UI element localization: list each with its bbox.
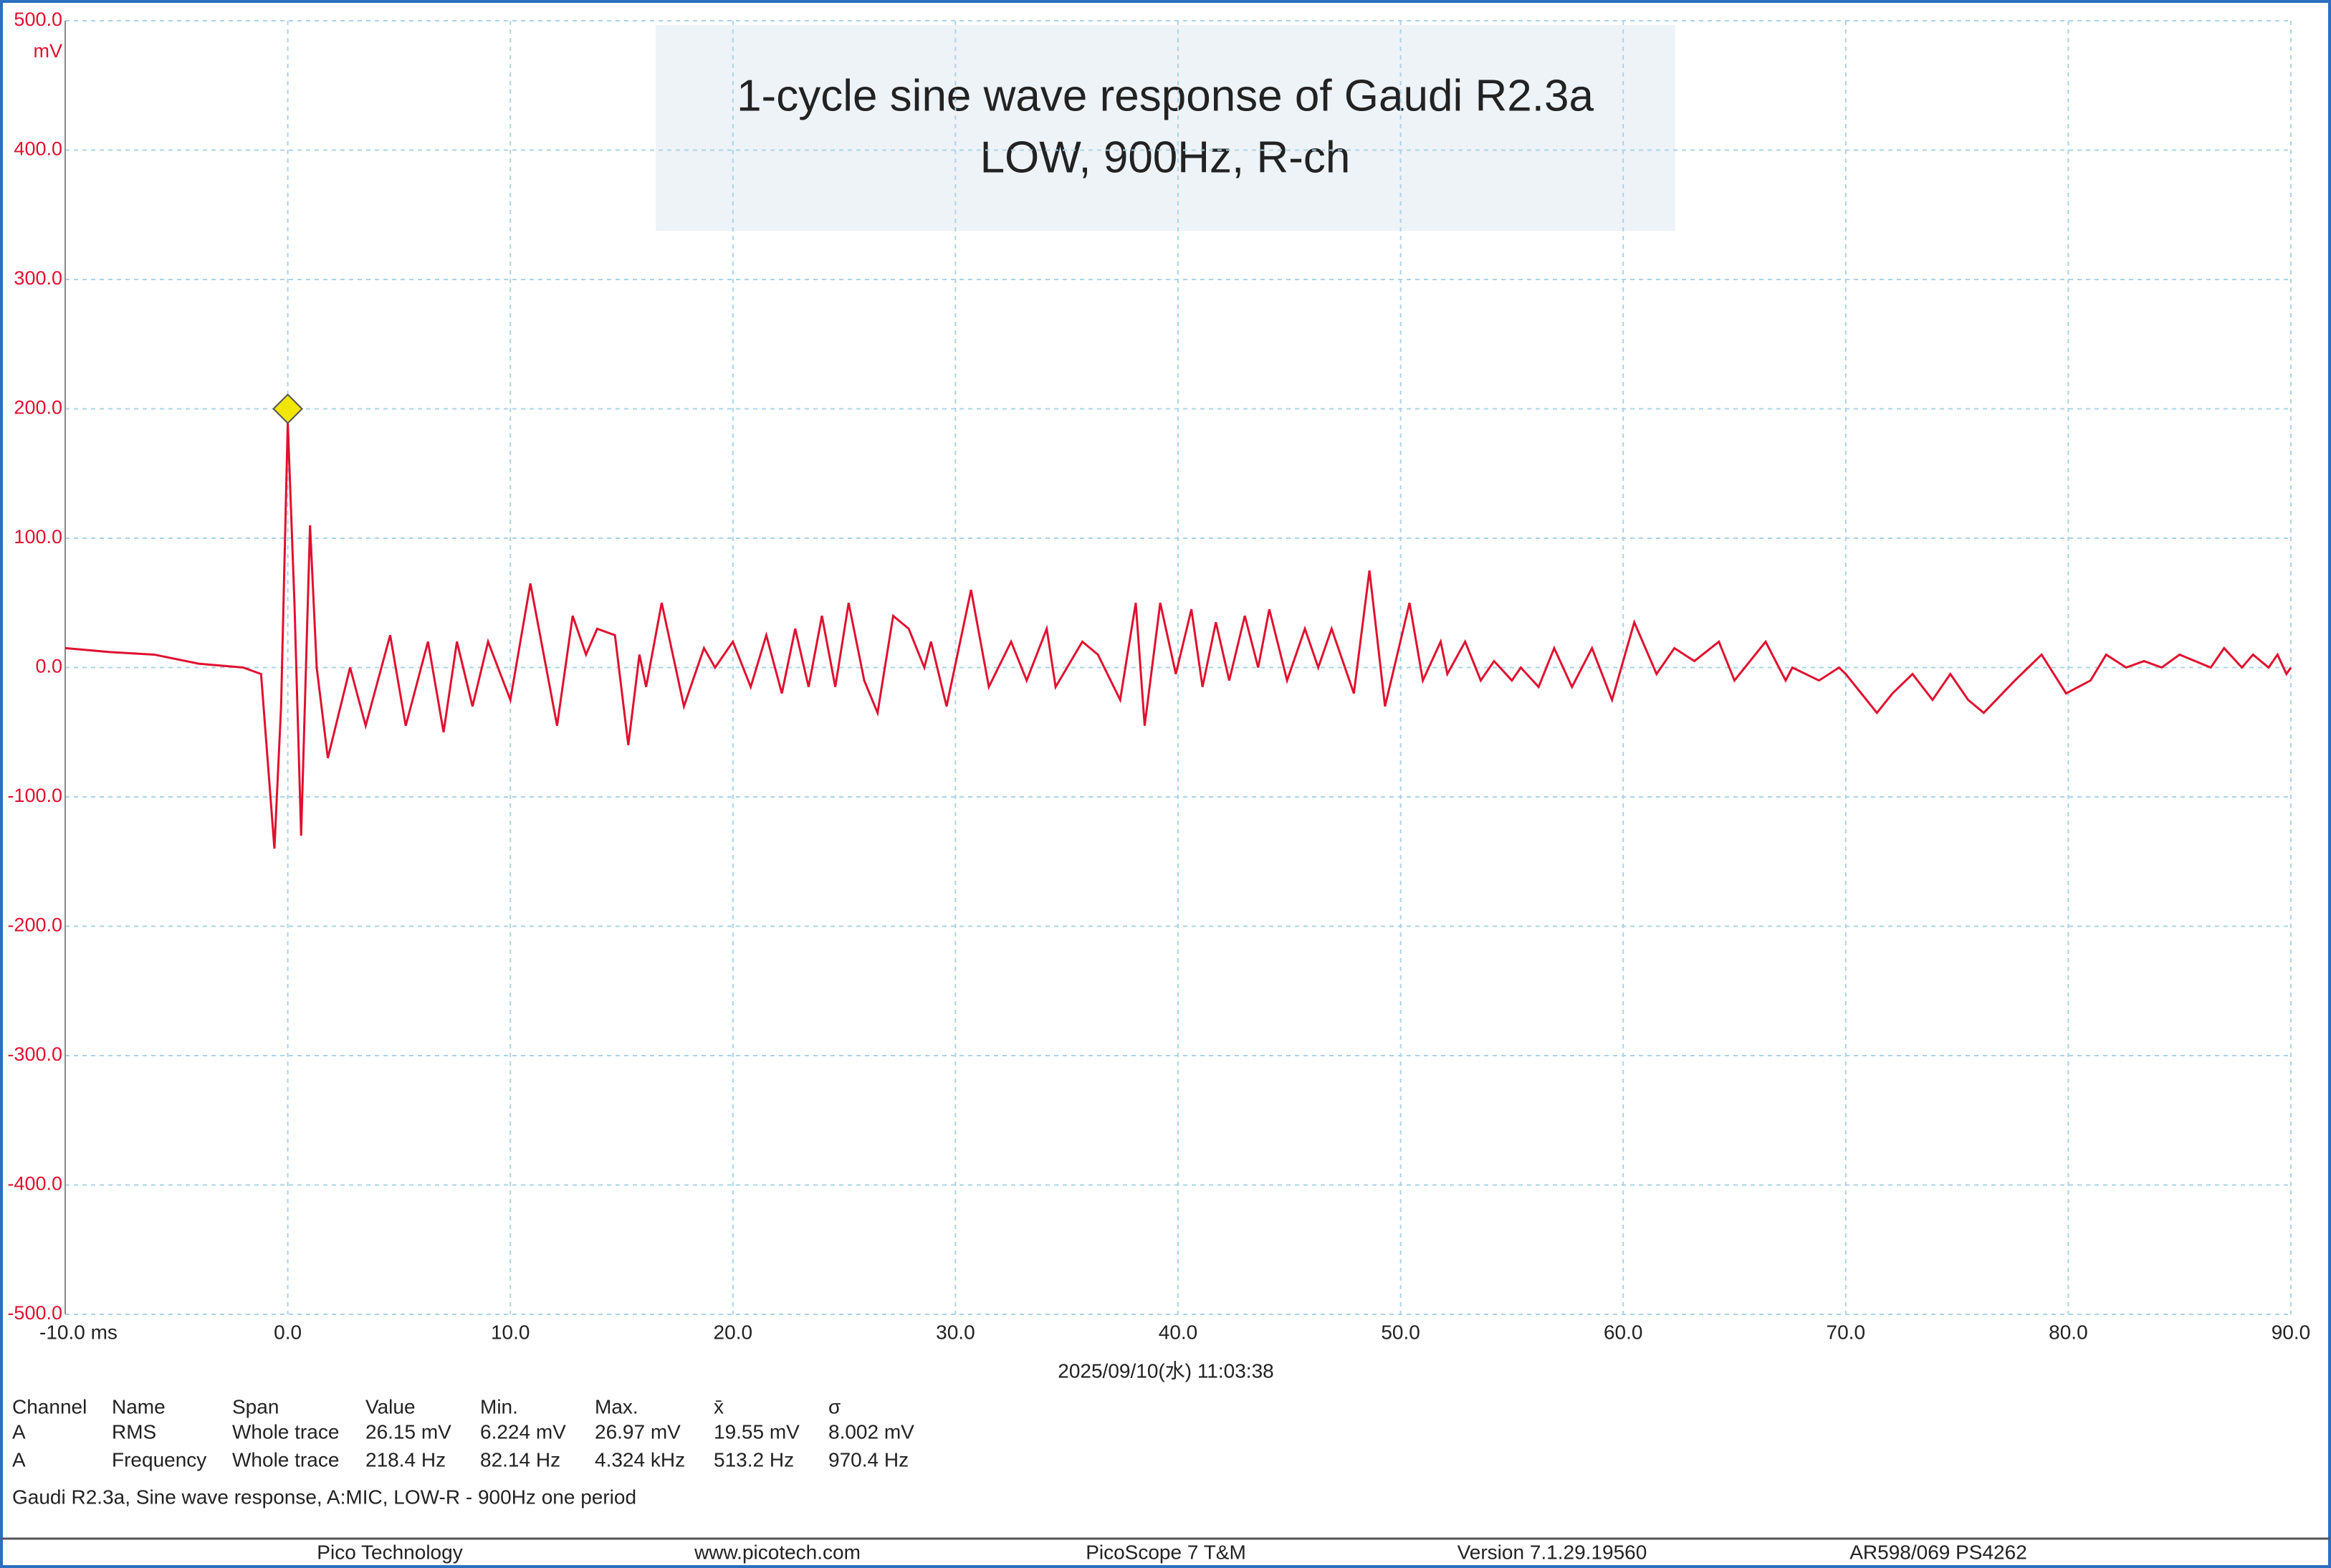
table-header: Channel <box>12 1395 87 1418</box>
x-tick-label: 90.0 <box>2272 1321 2311 1343</box>
table-header: σ <box>828 1395 841 1418</box>
x-axis-label: 2025/09/10(水) 11:03:38 <box>1058 1359 1273 1382</box>
status-item: AR598/069 PS4262 <box>1849 1541 2027 1563</box>
chart-subtitle: LOW, 900Hz, R-ch <box>980 133 1351 182</box>
status-item: PicoScope 7 T&M <box>1086 1541 1246 1563</box>
table-cell: 19.55 mV <box>714 1420 800 1443</box>
x-tick-label: 60.0 <box>1604 1321 1643 1343</box>
x-tick-label: 30.0 <box>936 1321 975 1343</box>
caption: Gaudi R2.3a, Sine wave response, A:MIC, … <box>12 1486 636 1508</box>
table-cell: 6.224 mV <box>480 1420 566 1443</box>
table-header: Min. <box>480 1395 518 1418</box>
x-tick-label: 40.0 <box>1159 1321 1198 1343</box>
table-cell: 4.324 kHz <box>595 1448 685 1471</box>
x-tick-label: 80.0 <box>2049 1321 2088 1343</box>
table-cell: 26.15 mV <box>365 1420 451 1443</box>
y-tick-label: 200.0 <box>14 397 62 419</box>
table-cell: A <box>12 1448 26 1471</box>
y-tick-label: 400.0 <box>14 138 62 160</box>
table-cell: Whole trace <box>232 1448 339 1471</box>
y-tick-label: 0.0 <box>35 656 62 677</box>
x-tick-label: 20.0 <box>714 1321 753 1343</box>
table-header: Max. <box>595 1395 638 1418</box>
x-tick-label: 70.0 <box>1827 1321 1866 1343</box>
table-cell: 8.002 mV <box>828 1420 914 1443</box>
table-cell: A <box>12 1420 26 1443</box>
table-header: Value <box>365 1395 416 1418</box>
status-item: Version 7.1.29.19560 <box>1458 1541 1647 1563</box>
table-cell: Frequency <box>112 1448 206 1471</box>
table-cell: 82.14 Hz <box>480 1448 560 1471</box>
y-tick-label: -100.0 <box>7 785 62 806</box>
y-tick-label: -300.0 <box>7 1043 62 1065</box>
table-header: Span <box>232 1395 279 1418</box>
x-tick-label: 0.0 <box>274 1321 302 1343</box>
table-cell: 513.2 Hz <box>714 1448 794 1471</box>
status-item: Pico Technology <box>317 1541 462 1563</box>
y-tick-label: 100.0 <box>14 526 62 548</box>
table-cell: 26.97 mV <box>595 1420 681 1443</box>
y-tick-label: 500.0 <box>14 9 62 30</box>
title-box <box>656 25 1675 231</box>
y-unit: mV <box>34 40 63 62</box>
table-cell: 218.4 Hz <box>365 1448 446 1471</box>
trace <box>64 421 2292 849</box>
chart-title: 1-cycle sine wave response of Gaudi R2.3… <box>737 71 1594 120</box>
ruler-marker <box>272 393 304 424</box>
table-header: x̄ <box>714 1395 724 1418</box>
y-tick-label: -200.0 <box>7 914 62 936</box>
table-cell: 970.4 Hz <box>828 1448 909 1471</box>
table-cell: RMS <box>112 1420 156 1443</box>
x-tick-label: 50.0 <box>1381 1321 1420 1343</box>
x-tick-label: 10.0 <box>491 1321 530 1343</box>
y-tick-label: 300.0 <box>14 267 62 289</box>
y-tick-label: -400.0 <box>7 1173 62 1195</box>
status-item: www.picotech.com <box>694 1541 861 1563</box>
table-header: Name <box>112 1395 166 1418</box>
y-tick-label: -500.0 <box>7 1302 62 1324</box>
table-cell: Whole trace <box>232 1420 339 1443</box>
x-tick-label: -10.0 ms <box>39 1321 118 1343</box>
